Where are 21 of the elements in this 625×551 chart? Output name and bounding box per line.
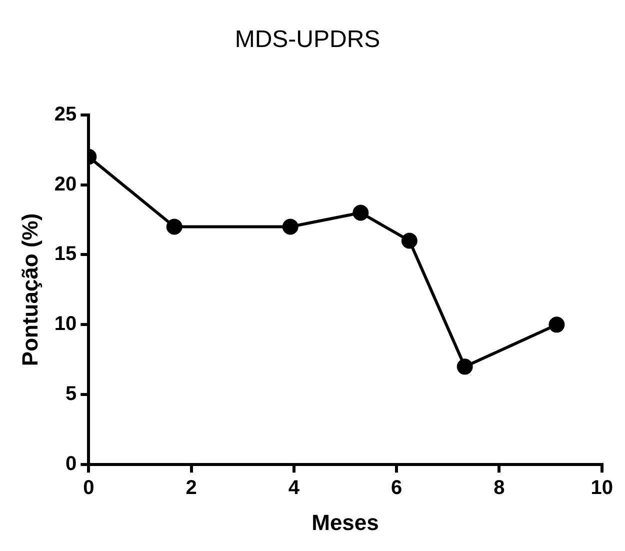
- y-axis-title: Pontuação (%): [17, 213, 42, 366]
- point: [456, 358, 473, 375]
- x-tick-label: 4: [288, 477, 300, 500]
- x-tick-label: 0: [83, 477, 94, 500]
- x-tick-label: 6: [391, 477, 402, 500]
- chart-title: MDS-UPDRS: [234, 26, 380, 54]
- point: [282, 218, 298, 235]
- y-tick-label: 15: [54, 243, 77, 266]
- x-tick-label: 2: [186, 477, 197, 500]
- point: [548, 316, 565, 333]
- point: [352, 204, 369, 221]
- y-tick-label: 20: [54, 173, 77, 196]
- y-tick-label: 10: [54, 313, 77, 336]
- x-tick-label: 8: [494, 477, 505, 500]
- y-tick-label: 25: [54, 103, 77, 126]
- x-tick-label: 10: [590, 477, 613, 500]
- point: [166, 218, 182, 235]
- y-tick-label: 0: [66, 453, 77, 476]
- y-tick-label: 5: [66, 383, 77, 406]
- point: [401, 232, 418, 249]
- x-axis-title: Meses: [312, 510, 379, 535]
